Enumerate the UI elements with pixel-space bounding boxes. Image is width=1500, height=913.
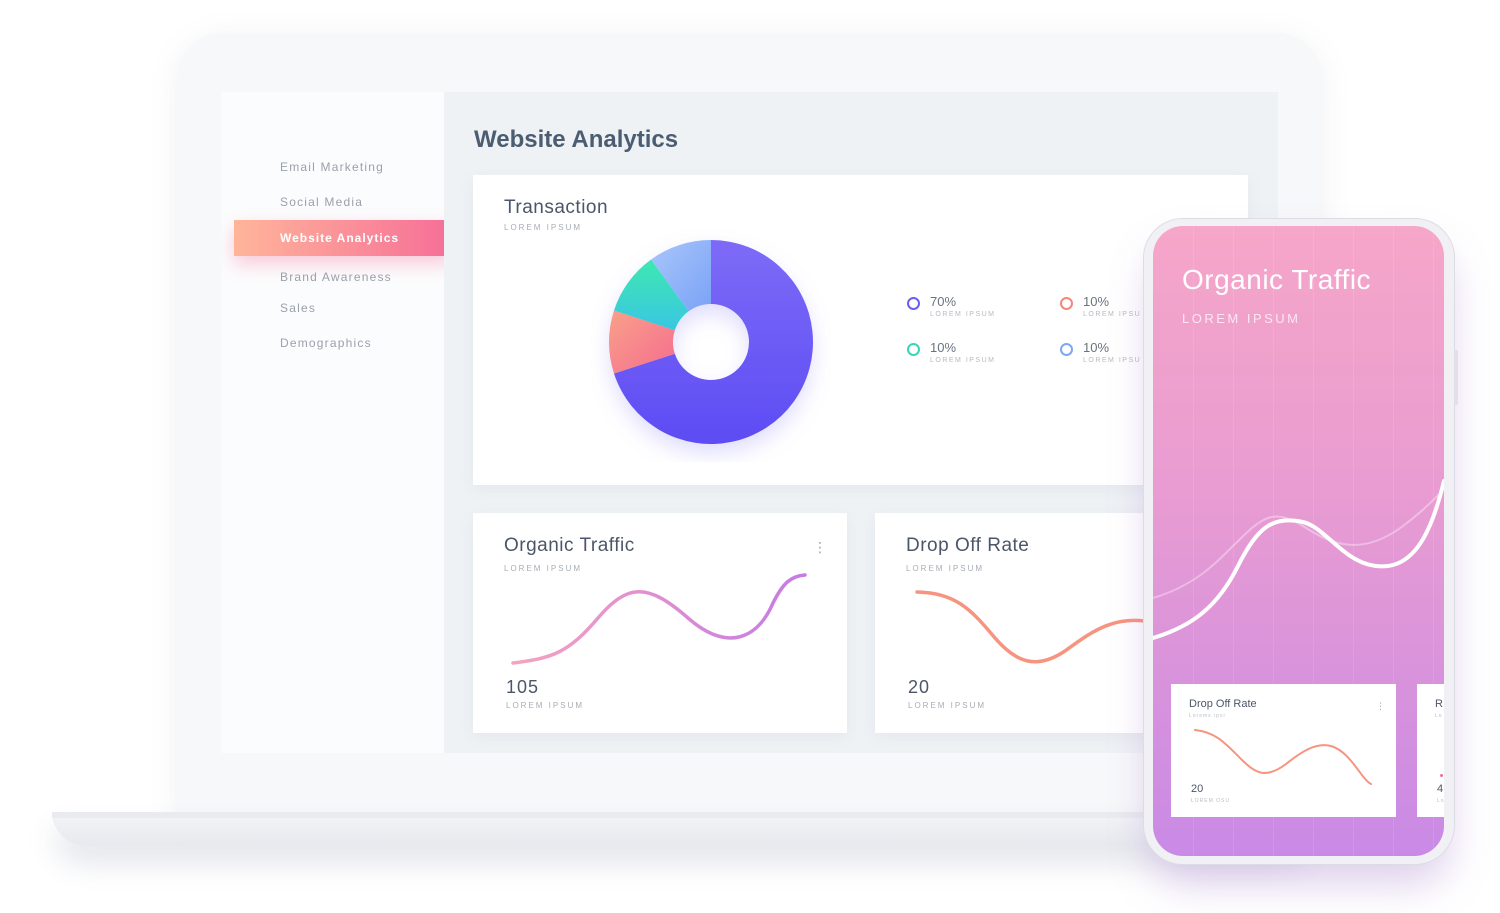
grid-line [1433, 226, 1434, 856]
organic-traffic-value: 105 [506, 677, 540, 697]
phone-organic-traffic-line [1153, 479, 1444, 640]
organic-traffic-subtitle: LOREM IPSUM [504, 564, 583, 573]
donut-segment-blue [651, 240, 711, 312]
drop-off-rate-value: 20 [908, 677, 931, 697]
phone-drop-off-rate-line [1194, 729, 1372, 785]
organic-traffic-value-label: LOREM IPSUM [506, 701, 585, 710]
grid-line [1273, 226, 1274, 856]
drop-off-rate-value-label: LOREM IPSUM [908, 701, 987, 710]
transaction-subtitle: LOREM IPSUM [504, 223, 583, 232]
transaction-title: Transaction [504, 197, 609, 218]
main-content: Website Analytics Transaction LOREM IPSU… [444, 92, 1278, 753]
sidebar-item-demographics[interactable]: Demographics [280, 336, 372, 350]
legend-label: LOREM IPSU [1083, 357, 1142, 364]
legend-value: 10% [930, 340, 957, 355]
legend-marker [907, 297, 920, 310]
sidebar: Email Marketing Social Media Website Ana… [221, 92, 452, 753]
legend-marker [907, 343, 920, 356]
phone-card-title: Drop Off Rate [1189, 698, 1257, 710]
phone-drop-off-rate-card: Drop Off Rate Lorems ipsi ⋮ 20 LOREM OSU [1171, 684, 1396, 817]
legend-value: 70% [930, 294, 957, 309]
sidebar-item-label: Website Analytics [280, 231, 400, 245]
sidebar-item-sales[interactable]: Sales [280, 301, 317, 315]
phone-card-dot [1440, 774, 1443, 777]
organic-traffic-card: Organic Traffic LOREM IPSUM ⋮ 105 LOREM … [473, 513, 847, 733]
laptop-screen: Email Marketing Social Media Website Ana… [221, 92, 1278, 753]
drop-off-rate-line [915, 590, 1157, 664]
organic-traffic-title: Organic Traffic [504, 535, 635, 556]
grid-line [1313, 226, 1314, 856]
drop-off-rate-subtitle: LOREM IPSUM [906, 564, 985, 573]
transaction-donut-chart [609, 240, 813, 444]
legend-marker [1060, 343, 1073, 356]
grid-line [1353, 226, 1354, 856]
grid-line [1233, 226, 1234, 856]
legend-label: LOREM IPSUM [930, 311, 996, 318]
donut-segment-purple [613, 240, 813, 444]
page-title: Website Analytics [474, 126, 679, 153]
phone-card-value: 20 [1191, 783, 1204, 795]
legend-value: 10% [1083, 340, 1110, 355]
phone-screen: Organic Traffic LOREM IPSUM Drop Off Rat… [1153, 226, 1444, 856]
phone-card-value-label: LOREM OSU [1191, 798, 1231, 804]
phone-card-title: R [1435, 698, 1443, 710]
drop-off-rate-title: Drop Off Rate [906, 535, 1030, 556]
laptop-base-lip [52, 812, 1312, 818]
phone-side-button [1454, 350, 1458, 405]
phone-card-value: 4 [1437, 783, 1444, 795]
sidebar-item-email-marketing[interactable]: Email Marketing [280, 160, 385, 174]
grid-line [1393, 226, 1394, 856]
legend-label: LOREM IPSU [1083, 311, 1142, 318]
grid-line [1193, 226, 1194, 856]
sidebar-item-website-analytics[interactable]: Website Analytics [234, 220, 452, 256]
legend-marker [1060, 297, 1073, 310]
sidebar-item-brand-awareness[interactable]: Brand Awareness [280, 270, 392, 284]
phone-title: Organic Traffic [1182, 264, 1372, 295]
phone-card-subtitle: Lorems ipsi [1189, 713, 1226, 719]
organic-traffic-line [511, 573, 807, 665]
more-vertical-icon[interactable]: ⋮ [1376, 701, 1385, 711]
sidebar-item-social-media[interactable]: Social Media [280, 195, 364, 209]
phone-second-card: R Lo 4 Lo [1417, 684, 1444, 817]
donut-segment-coral [609, 310, 675, 374]
phone-card-value-label: Lo [1437, 798, 1444, 804]
phone-card-subtitle: Lo [1435, 713, 1443, 719]
transaction-card: Transaction LOREM IPSUM [473, 175, 1248, 485]
donut-segment-teal [613, 259, 689, 331]
legend-label: LOREM IPSUM [930, 357, 996, 364]
phone-subtitle: LOREM IPSUM [1182, 311, 1301, 326]
legend-value: 10% [1083, 294, 1110, 309]
